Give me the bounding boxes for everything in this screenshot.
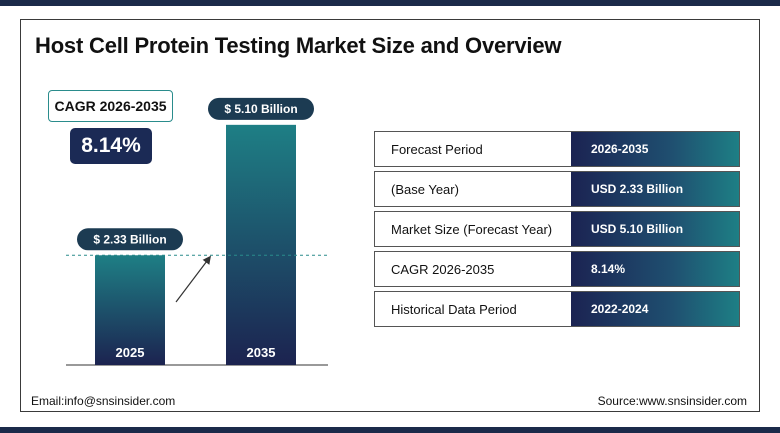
table-row-label: Forecast Period — [375, 132, 571, 166]
table-row: Market Size (Forecast Year) USD 5.10 Bil… — [374, 211, 740, 247]
table-row-value: USD 2.33 Billion — [571, 172, 739, 206]
table-row-label: (Base Year) — [375, 172, 571, 206]
table-row-label: CAGR 2026-2035 — [375, 252, 571, 286]
cagr-value-badge: 8.14% — [70, 128, 152, 164]
footer-email: Email:info@snsinsider.com — [31, 394, 176, 408]
data-label: $ 5.10 Billion — [224, 102, 297, 116]
data-label: $ 2.33 Billion — [93, 232, 166, 246]
page-title: Host Cell Protein Testing Market Size an… — [35, 33, 562, 58]
tick-label: 2025 — [116, 345, 145, 360]
footer-source: Source:www.snsinsider.com — [597, 394, 747, 408]
tick-label: 2035 — [247, 345, 276, 360]
table-row-value: 8.14% — [571, 252, 739, 286]
table-row: (Base Year) USD 2.33 Billion — [374, 171, 740, 207]
top-accent-bar — [0, 0, 780, 6]
cagr-label-box: CAGR 2026-2035 — [48, 90, 173, 122]
table-row-label: Market Size (Forecast Year) — [375, 212, 571, 246]
table-row-value: 2022-2024 — [571, 292, 739, 326]
bar-2025 — [95, 255, 165, 365]
bottom-accent-bar — [0, 427, 780, 433]
data-label-pill — [77, 228, 183, 251]
growth-arrow-icon — [175, 255, 212, 303]
table-row-value: 2026-2035 — [571, 132, 739, 166]
bar-2035 — [226, 124, 296, 365]
table-row: CAGR 2026-2035 8.14% — [374, 251, 740, 287]
table-row-value: USD 5.10 Billion — [571, 212, 739, 246]
data-label-pill — [208, 97, 314, 120]
table-row-label: Historical Data Period — [375, 292, 571, 326]
table-row: Historical Data Period 2022-2024 — [374, 291, 740, 327]
table-row: Forecast Period 2026-2035 — [374, 131, 740, 167]
